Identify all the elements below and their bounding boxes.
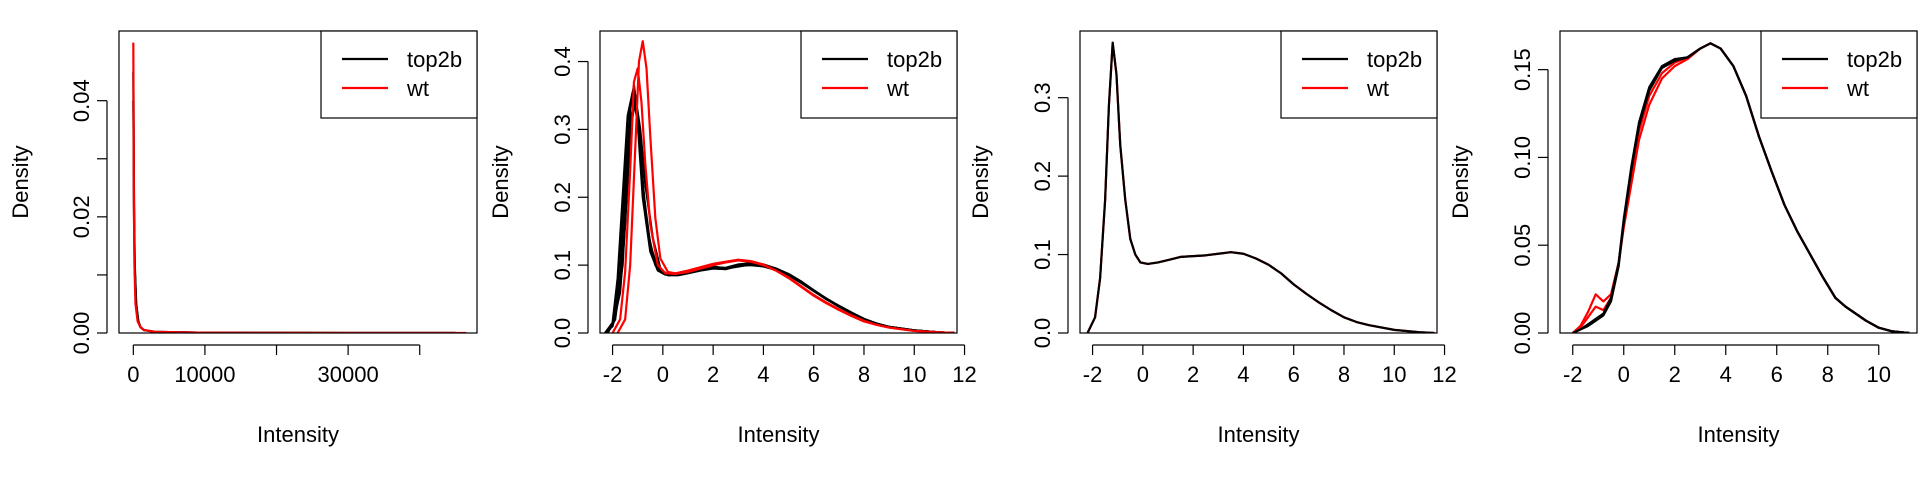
x-tick-label: 10 [1382,362,1406,387]
y-tick-label: 0.15 [1510,48,1535,91]
density-line-top2b-2 [1086,41,1435,333]
y-tick-label: 0.1 [550,250,575,281]
x-tick-label: 0 [127,362,139,387]
y-tick-label: 0.2 [1030,161,1055,192]
x-tick-label: 8 [1338,362,1350,387]
legend-label-top2b: top2b [1847,47,1902,72]
x-tick-label: 12 [1432,362,1456,387]
x-tick-label: 8 [858,362,870,387]
y-tick-label: 0.05 [1510,224,1535,267]
density-panel-4: -2 0 2 4 6 8 10 0.00 0.05 0.10 0.15 Intensity Densit… [1448,30,1918,447]
legend-label-top2b: top2b [887,47,942,72]
density-line-top2b-1 [604,94,955,333]
x-tick-label: 4 [1720,362,1732,387]
density-line-top2b-3 [606,84,955,333]
y-tick-label: 0.02 [69,195,94,238]
x-tick-label: 6 [1288,362,1300,387]
x-tick-label: 2 [707,362,719,387]
x-tick-label: 10 [1867,362,1891,387]
legend-box [1760,30,1918,119]
x-tick-label: 12 [952,362,976,387]
x-tick-label: 10000 [174,362,235,387]
density-curves [1086,41,1435,333]
x-tick-label: 4 [757,362,769,387]
legend-box [320,30,478,119]
density-panel-1: 0 10000 30000 0.00 0.02 0.04 Intensity Density t… [8,30,478,447]
density-line-top2b-4 [1572,42,1910,333]
x-tick-label: -2 [1563,362,1583,387]
y-axis-label: Density [1448,145,1473,218]
x-axis-label: Intensity [1218,422,1300,447]
plot-frame [599,30,958,334]
legend-label-wt: wt [1366,76,1389,101]
x-axis-label: Intensity [257,422,339,447]
y-tick-label: 0.0 [1030,318,1055,349]
legend-label-wt: wt [406,76,429,101]
y-tick-label: 0.2 [550,182,575,213]
x-axis-label: Intensity [738,422,820,447]
y-tick-label: 0.1 [1030,239,1055,270]
density-curves [1572,42,1910,333]
y-tick-label: 0.3 [550,114,575,145]
x-tick-label: 4 [1237,362,1249,387]
y-axis-label: Density [8,145,33,218]
legend: top2b wt [1760,30,1918,119]
legend-label-wt: wt [886,76,909,101]
legend-box [800,30,958,119]
density-line-wt-6 [616,40,955,333]
density-panel-2: -2 0 2 4 6 8 10 12 0.0 0.1 0.2 0.3 0.4 Intensity Densi… [488,30,977,447]
legend: top2b wt [800,30,958,119]
density-curves [604,40,955,333]
y-tick-label: 0.04 [69,79,94,122]
y-tick-label: 0.10 [1510,136,1535,179]
density-line-top2b-2 [604,90,955,333]
y-tick-label: 0.4 [550,46,575,77]
y-axis-label: Density [488,145,513,218]
legend-label-wt: wt [1846,76,1869,101]
y-tick-label: 0.00 [1510,312,1535,355]
x-tick-label: 8 [1822,362,1834,387]
x-tick-label: 0 [657,362,669,387]
x-tick-label: 10 [902,362,926,387]
y-tick-label: 0.3 [1030,82,1055,113]
plot-frame [1079,30,1438,334]
x-tick-label: 0 [1137,362,1149,387]
x-tick-label: 2 [1187,362,1199,387]
x-tick-label: 6 [808,362,820,387]
legend-label-top2b: top2b [407,47,462,72]
x-tick-label: -2 [1083,362,1103,387]
x-tick-label: 0 [1618,362,1630,387]
x-tick-label: 6 [1771,362,1783,387]
x-tick-label: 2 [1669,362,1681,387]
plot-frame [1559,30,1918,334]
density-line-top2b-2 [132,100,456,333]
legend-label-top2b: top2b [1367,47,1422,72]
x-tick-label: -2 [603,362,623,387]
legend-box [1280,30,1438,119]
y-tick-label: 0.00 [69,312,94,355]
y-axis-label: Density [968,145,993,218]
legend: top2b wt [320,30,478,119]
x-axis-label: Intensity [1698,422,1780,447]
legend: top2b wt [1280,30,1438,119]
density-line-top2b-4 [606,97,955,333]
x-tick-label: 30000 [318,362,379,387]
y-tick-label: 0.0 [550,318,575,349]
plot-frame [118,30,478,334]
density-panel-3: -2 0 2 4 6 8 10 12 0.0 0.1 0.2 0.3 Intensity Density t… [968,30,1457,447]
